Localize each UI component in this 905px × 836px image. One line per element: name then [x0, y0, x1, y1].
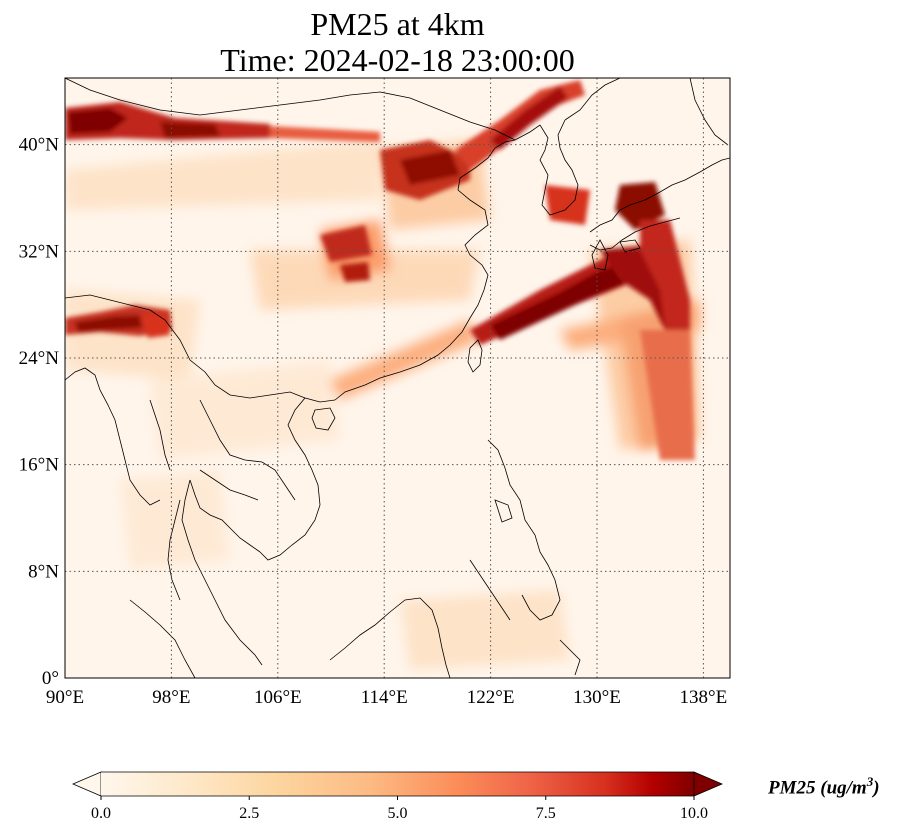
colorbar-tick-label: 7.5 — [536, 805, 556, 822]
map-frame — [64, 77, 731, 679]
latitude-tick-label: 40°N — [19, 135, 60, 156]
longitude-tick-label: 114°E — [361, 687, 408, 708]
colorbar-title: PM25 (ug/m3) — [768, 774, 880, 799]
colorbar-extend-high — [693, 771, 724, 797]
map-title: PM25 at 4km — [310, 6, 485, 42]
colorbar-extend-low — [71, 771, 102, 797]
map-subtitle-time: Time: 2024-02-18 23:00:00 — [220, 42, 575, 78]
colorbar: 0.0 2.5 5.0 7.5 10.0 — [71, 771, 724, 822]
colorbar-tick-label: 5.0 — [388, 805, 408, 822]
colorbar-tick-label: 2.5 — [239, 805, 259, 822]
coastlines-and-borders — [65, 78, 730, 678]
latitude-tick-label: 16°N — [19, 455, 60, 476]
latitude-tick-label: 24°N — [19, 348, 60, 369]
longitude-tick-labels: 90°E 98°E 106°E 114°E 122°E 130°E 138°E — [46, 687, 727, 708]
colorbar-tick-label: 0.0 — [91, 805, 111, 822]
longitude-tick-label: 138°E — [680, 687, 728, 708]
longitude-tick-label: 106°E — [254, 687, 302, 708]
latitude-tick-label: 0° — [42, 668, 59, 689]
latitude-tick-label: 32°N — [19, 241, 60, 262]
longitude-tick-label: 98°E — [152, 687, 190, 708]
longitude-tick-label: 122°E — [467, 687, 515, 708]
longitude-tick-label: 130°E — [573, 687, 621, 708]
latitude-tick-labels: 0° 8°N 16°N 24°N 32°N 40°N — [19, 135, 60, 689]
latitude-tick-label: 8°N — [28, 561, 59, 582]
colorbar-gradient — [101, 772, 694, 796]
map-gridlines — [65, 78, 730, 678]
longitude-tick-label: 90°E — [46, 687, 84, 708]
pm25-concentration-field — [65, 80, 700, 670]
colorbar-tick-label: 10.0 — [680, 805, 708, 822]
